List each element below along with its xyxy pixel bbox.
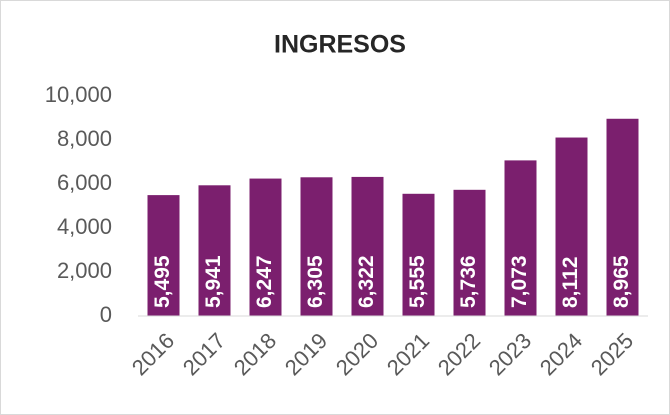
bar <box>402 193 435 316</box>
y-tick-label: 10,000 <box>45 82 112 107</box>
bar <box>504 160 537 316</box>
y-tick-label: 8,000 <box>57 126 112 151</box>
bar <box>147 195 180 316</box>
value-label: 8,965 <box>610 255 633 308</box>
bar <box>300 177 333 316</box>
value-label: 5,941 <box>202 255 225 308</box>
value-label: 5,736 <box>457 255 480 308</box>
value-label: 5,555 <box>406 255 429 308</box>
bar <box>453 189 486 316</box>
y-tick-label: 4,000 <box>57 214 112 239</box>
bar <box>351 176 384 316</box>
value-label: 6,247 <box>253 255 276 308</box>
y-tick-label: 0 <box>100 302 112 327</box>
value-label: 8,112 <box>559 257 582 308</box>
bar <box>198 185 231 316</box>
value-label: 5,495 <box>151 255 174 308</box>
value-label: 6,305 <box>304 255 327 308</box>
bar <box>555 137 588 316</box>
value-label: 6,322 <box>355 255 378 308</box>
y-tick-label: 2,000 <box>57 258 112 283</box>
bar <box>249 178 282 316</box>
y-tick-label: 6,000 <box>57 170 112 195</box>
value-label: 7,073 <box>508 255 531 308</box>
chart-title: INGRESOS <box>274 31 406 59</box>
bar <box>606 118 639 317</box>
